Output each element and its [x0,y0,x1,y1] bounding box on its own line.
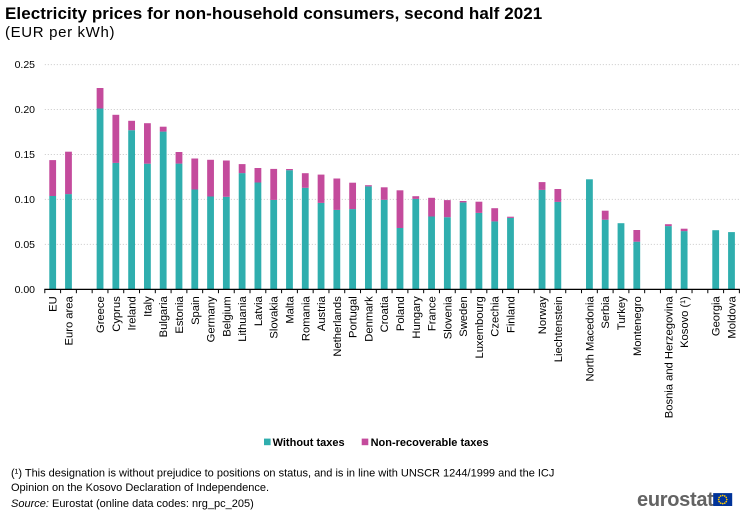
svg-text:Slovakia: Slovakia [269,296,281,339]
svg-text:Slovenia: Slovenia [442,296,454,340]
svg-text:Poland: Poland [395,296,407,331]
svg-text:0.20: 0.20 [15,104,36,116]
svg-text:0.10: 0.10 [15,194,36,206]
svg-text:Greece: Greece [95,296,107,333]
svg-text:Netherlands: Netherlands [332,296,344,357]
svg-text:Finland: Finland [505,296,517,333]
svg-text:Latvia: Latvia [253,296,265,327]
svg-text:Euro area: Euro area [63,296,75,346]
svg-text:Liechtenstein: Liechtenstein [553,296,565,362]
svg-text:0.15: 0.15 [15,149,36,161]
svg-text:Without taxes: Without taxes [273,437,345,449]
svg-text:Serbia: Serbia [600,296,612,329]
svg-text:(¹) This designation is withou: (¹) This designation is without prejudic… [11,468,554,480]
svg-text:Estonia: Estonia [174,296,186,334]
svg-text:Turkey: Turkey [616,296,628,330]
svg-text:0.00: 0.00 [15,284,36,296]
svg-text:eurostat: eurostat [637,489,714,511]
svg-text:Portugal: Portugal [348,296,360,338]
svg-text:Germany: Germany [206,296,218,342]
svg-text:Belgium: Belgium [221,296,233,336]
svg-text:Cyprus: Cyprus [111,296,123,332]
svg-text:EU: EU [48,296,60,312]
svg-text:Non-recoverable taxes: Non-recoverable taxes [371,437,489,449]
svg-text:Spain: Spain [190,296,202,325]
svg-text:Bosnia and Herzegovina: Bosnia and Herzegovina [663,296,675,419]
svg-text:Luxembourg: Luxembourg [474,296,486,358]
svg-text:Norway: Norway [537,296,549,334]
svg-text:Croatia: Croatia [379,296,391,333]
svg-text:Source: Eurostat (online data: Source: Eurostat (online data codes: nrg… [11,498,254,510]
svg-text:North Macedonia: North Macedonia [584,296,596,382]
svg-text:Romania: Romania [300,296,312,342]
svg-text:Denmark: Denmark [363,296,375,342]
svg-text:Czechia: Czechia [490,296,502,337]
svg-text:Italy: Italy [142,296,154,317]
svg-text:France: France [427,296,439,331]
svg-text:Kosovo (¹): Kosovo (¹) [679,296,691,348]
svg-text:Montenegro: Montenegro [632,296,644,356]
svg-text:Hungary: Hungary [411,296,423,339]
svg-text:Malta: Malta [284,296,296,324]
svg-text:Bulgaria: Bulgaria [158,296,170,338]
svg-text:Opinion on the Kosovo Declarat: Opinion on the Kosovo Declaration of Ind… [11,482,269,494]
svg-text:Sweden: Sweden [458,296,470,336]
svg-text:Lithuania: Lithuania [237,296,249,342]
svg-text:0.05: 0.05 [15,239,36,251]
svg-text:0.25: 0.25 [15,59,36,71]
svg-text:Austria: Austria [316,296,328,332]
svg-text:Ireland: Ireland [127,296,139,330]
svg-text:Moldova: Moldova [726,296,738,339]
svg-text:Georgia: Georgia [711,296,723,337]
